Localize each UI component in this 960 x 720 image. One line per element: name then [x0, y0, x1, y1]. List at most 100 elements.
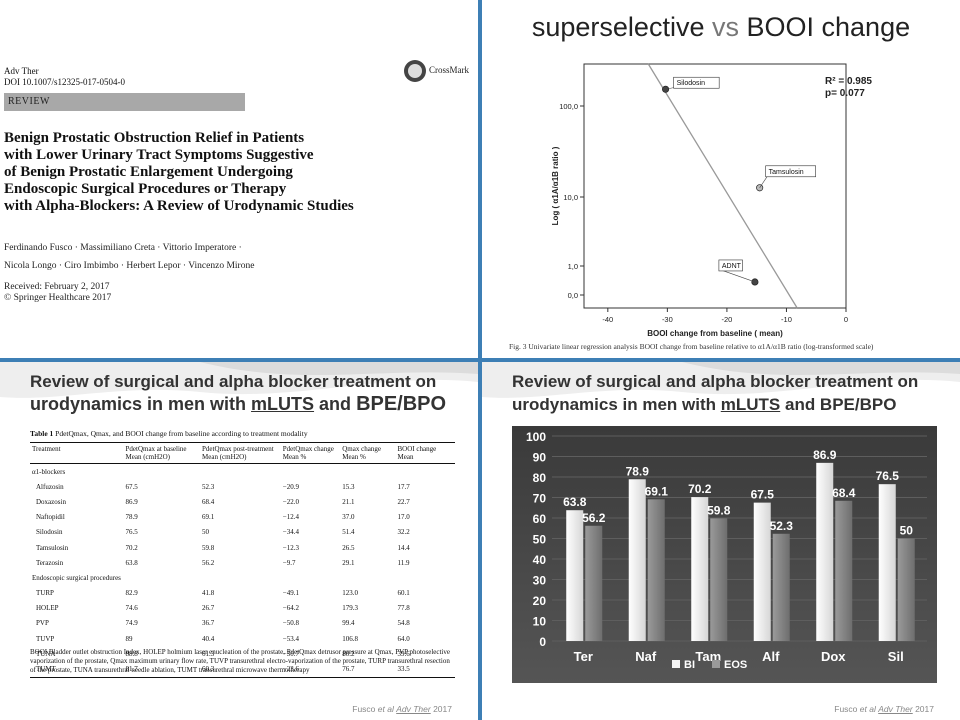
table-cell: HOLEP [36, 604, 59, 613]
point-label-leader [720, 269, 755, 283]
slide-title-part: BPE/BPO [356, 393, 447, 415]
point-label: ADNT [722, 263, 742, 270]
table-header-row: Treatment PdetQmax at baseline Mean (cmH… [30, 442, 455, 464]
regression-line [647, 63, 798, 309]
crossmark-badge: CrossMark [404, 60, 476, 84]
table-cell: TUVP [36, 634, 55, 643]
table-cell: 40.4 [202, 634, 215, 643]
table-cell: 52.3 [202, 482, 215, 491]
table-cell: PVP [36, 619, 49, 628]
y-tick-label: 30 [533, 574, 547, 588]
journal-info: Adv Ther DOI 10.1007/s12325-017-0504-0 [4, 66, 125, 88]
table-caption-text: PdetQmax, Qmax, and BOOI change from bas… [53, 429, 308, 438]
bar-eos-ter [585, 525, 603, 641]
x-tick-label: -40 [602, 315, 613, 324]
table-cell: 77.8 [397, 604, 410, 613]
table-cell: Terazosin [36, 558, 64, 567]
table-cell: 60.1 [397, 589, 410, 598]
table-cell: 67.5 [125, 482, 138, 491]
bar-value-label: 67.5 [751, 488, 775, 502]
table-cell: 76.7 [340, 661, 396, 678]
title-vs: vs [711, 12, 739, 42]
slide-title-underlined: mLUTS [251, 394, 315, 414]
bar-value-label: 50 [900, 524, 914, 538]
table-row: TUVP 89 40.4 −53.4 106.8 64.0 [30, 631, 455, 646]
figure-caption: Fig. 3 Univariate linear regression anal… [509, 342, 959, 351]
slide-title-underlined: mLUTS [720, 395, 781, 414]
x-tick-label: Dox [821, 649, 846, 664]
table-cell: 22.7 [397, 497, 410, 506]
table-cell: 11.9 [397, 558, 410, 567]
authors-line: Ferdinando Fusco · Massimiliano Creta · … [4, 243, 242, 253]
table-cell: −53.4 [282, 634, 299, 643]
point-label-box [718, 259, 743, 272]
cite-part: 2017 [912, 704, 934, 714]
table-row: Doxazosin 86.9 68.4 −22.0 21.1 22.7 [30, 494, 455, 509]
legend-swatch-eos [712, 660, 720, 668]
table-header: PdetQmax post-treatment Mean (cmH2O) [200, 442, 281, 464]
x-tick-label: Naf [635, 649, 657, 664]
table-cell: −23.6 [280, 661, 341, 678]
table-cell: 26.5 [342, 543, 355, 552]
table-cell: 80.2 [342, 649, 355, 658]
table-cell: 81.7 [123, 661, 200, 678]
table-cell: 63.8 [125, 558, 138, 567]
bar-bi-ter [566, 510, 584, 641]
table-cell: 15.3 [342, 482, 355, 491]
title-line: of Benign Prostatic Enlargement Undergoi… [4, 164, 293, 180]
table-cell: −49.1 [282, 589, 299, 598]
journal-name: Adv Ther [4, 66, 39, 76]
table-footnote-text: BOOI Bladder outlet obstruction Index, H… [30, 648, 450, 674]
bar-bi-tam [691, 497, 709, 641]
table-cell: 106.8 [342, 634, 358, 643]
table-cell: 86.9 [125, 497, 138, 506]
table-cell: Doxazosin [36, 497, 66, 506]
y-tick-label: 50 [533, 533, 547, 547]
table-cell: 50 [202, 528, 209, 537]
table-cell: TUNA [36, 649, 56, 658]
bar-eos-sil [897, 538, 915, 641]
title-line: with Lower Urinary Tract Symptoms Sugges… [4, 147, 314, 163]
bar-value-label: 56.2 [582, 511, 606, 525]
copyright: © Springer Healthcare 2017 [4, 293, 112, 303]
crossmark-label: CrossMark [429, 65, 469, 75]
header-swoosh [0, 362, 478, 398]
bar-value-label: 86.9 [813, 448, 837, 462]
authors: Ferdinando Fusco · Massimiliano Creta · … [4, 239, 474, 275]
table-cell: 74.9 [125, 619, 138, 628]
plot-frame [583, 63, 847, 309]
crossmark-icon [404, 60, 426, 82]
table-cell: α1-blockers [32, 467, 66, 476]
y-tick-label: 80 [533, 471, 547, 485]
slide-title: superselective vs BOOI change [482, 12, 960, 43]
cite-part: Adv Ther [878, 704, 913, 714]
cite-part: et al [377, 704, 394, 714]
bar-value-label: 69.1 [645, 484, 669, 498]
table-header: Treatment [30, 442, 124, 464]
table-cell: 82.9 [125, 589, 138, 598]
bar-value-label: 78.9 [626, 464, 650, 478]
table-cell: Silodosin [36, 528, 63, 537]
bar-eos-dox [835, 500, 853, 641]
slide-title-part: and BPE/BPO [780, 395, 897, 414]
table-cell: 74.6 [125, 604, 138, 613]
bar-value-label: 63.8 [563, 495, 587, 509]
table-cell: Tamsulosin [36, 543, 69, 552]
article-title: Benign Prostatic Obstruction Relief in P… [4, 130, 474, 215]
header-swoosh [482, 362, 960, 398]
table-caption-num: Table 1 [30, 429, 54, 438]
table-cell: Endoscopic surgical procedures [32, 573, 121, 582]
table-cell: 76.5 [125, 528, 138, 537]
table-cell: 89 [125, 634, 133, 643]
table-cell: 78.9 [125, 513, 138, 522]
table-row: HOLEP 74.6 26.7 −64.2 179.3 77.8 [30, 601, 455, 616]
bar-eos-tam [710, 518, 728, 641]
table-cell: TURP [36, 589, 54, 598]
table-cell: 21.1 [342, 497, 355, 506]
y-tick-label: 70 [533, 492, 547, 506]
table-cell: −22.0 [282, 497, 299, 506]
table-cell: 70.2 [125, 543, 138, 552]
cite-part: Fusco [352, 704, 378, 714]
table-row: TURP 82.9 41.8 −49.1 123.0 60.1 [30, 586, 455, 601]
cite-part: 2017 [430, 704, 452, 714]
